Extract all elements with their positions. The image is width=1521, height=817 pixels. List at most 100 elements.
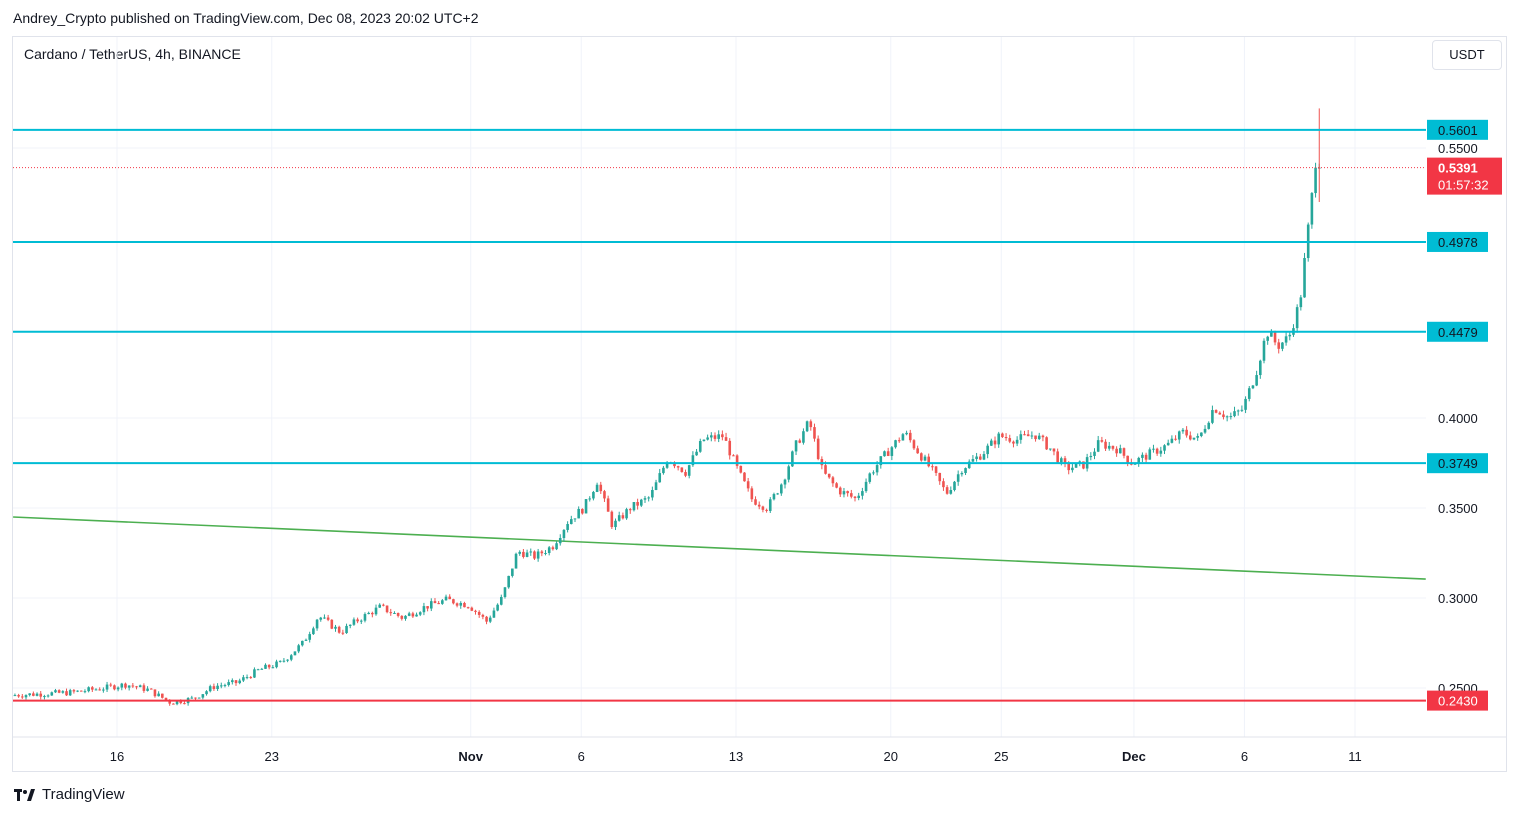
candle-body[interactable]: [120, 683, 124, 688]
candle-body[interactable]: [1034, 435, 1037, 440]
candle-body[interactable]: [1196, 436, 1199, 438]
candle-body[interactable]: [1203, 428, 1207, 433]
candle-body[interactable]: [721, 434, 724, 438]
candle-body[interactable]: [131, 685, 135, 687]
candle-body[interactable]: [610, 511, 614, 528]
candle-body[interactable]: [1118, 448, 1122, 454]
candle-body[interactable]: [400, 615, 404, 619]
candle-body[interactable]: [1255, 375, 1258, 386]
candle-body[interactable]: [1048, 448, 1052, 450]
candle-body[interactable]: [149, 688, 153, 690]
candle-body[interactable]: [1247, 388, 1251, 399]
candle-body[interactable]: [820, 459, 824, 466]
candle-body[interactable]: [17, 695, 20, 697]
candle-body[interactable]: [1233, 411, 1236, 417]
candle-body[interactable]: [1107, 445, 1111, 449]
candle-body[interactable]: [1152, 448, 1155, 450]
candle-body[interactable]: [345, 625, 348, 634]
candle-body[interactable]: [227, 682, 230, 686]
candle-body[interactable]: [79, 690, 83, 692]
candle-body[interactable]: [710, 435, 713, 438]
candle-body[interactable]: [912, 440, 916, 449]
candle-body[interactable]: [330, 619, 334, 629]
candle-body[interactable]: [776, 493, 779, 495]
candle-body[interactable]: [1063, 458, 1067, 464]
candle-body[interactable]: [739, 465, 743, 473]
candle-body[interactable]: [1259, 360, 1262, 376]
candle-body[interactable]: [640, 499, 643, 506]
candle-body[interactable]: [986, 445, 989, 455]
candle-body[interactable]: [857, 495, 860, 499]
candle-body[interactable]: [223, 685, 227, 687]
candle-body[interactable]: [474, 610, 477, 612]
candle-body[interactable]: [1030, 435, 1034, 437]
candle-body[interactable]: [253, 669, 256, 678]
candle-body[interactable]: [87, 687, 90, 692]
candle-body[interactable]: [1122, 448, 1126, 456]
candle-body[interactable]: [1266, 336, 1269, 341]
candle-body[interactable]: [724, 437, 728, 441]
candle-body[interactable]: [1222, 414, 1225, 418]
candle-body[interactable]: [901, 434, 905, 441]
candle-body[interactable]: [687, 465, 691, 476]
candle-body[interactable]: [993, 440, 997, 445]
candle-body[interactable]: [1089, 455, 1093, 458]
candle-body[interactable]: [275, 661, 278, 668]
candle-body[interactable]: [496, 604, 499, 611]
candle-body[interactable]: [24, 695, 28, 698]
candle-body[interactable]: [411, 613, 415, 617]
candle-body[interactable]: [665, 462, 669, 468]
candle-body[interactable]: [890, 447, 894, 456]
candle-body[interactable]: [470, 607, 474, 611]
candle-body[interactable]: [352, 619, 356, 625]
candle-body[interactable]: [264, 664, 267, 669]
candle-body[interactable]: [65, 691, 68, 696]
candle-body[interactable]: [562, 529, 566, 538]
candle-body[interactable]: [260, 668, 264, 670]
candle-body[interactable]: [975, 456, 978, 460]
candle-body[interactable]: [1096, 440, 1100, 452]
candle-body[interactable]: [50, 692, 54, 696]
candle-body[interactable]: [415, 614, 418, 617]
candle-body[interactable]: [109, 684, 113, 686]
candle-body[interactable]: [1314, 167, 1317, 194]
candle-body[interactable]: [481, 614, 485, 617]
candle-body[interactable]: [982, 454, 986, 460]
candle-body[interactable]: [1041, 435, 1045, 438]
candle-body[interactable]: [923, 456, 927, 461]
currency-button[interactable]: USDT: [1432, 40, 1502, 70]
candle-body[interactable]: [1052, 448, 1056, 452]
candle-body[interactable]: [894, 440, 897, 448]
candle-body[interactable]: [625, 509, 628, 519]
candle-body[interactable]: [676, 466, 680, 468]
candle-body[interactable]: [1229, 416, 1233, 418]
candle-body[interactable]: [485, 616, 488, 622]
candle-body[interactable]: [466, 607, 470, 609]
candle-body[interactable]: [905, 432, 908, 435]
candle-body[interactable]: [142, 685, 146, 691]
candle-body[interactable]: [816, 438, 820, 460]
candle-body[interactable]: [348, 624, 352, 626]
candle-body[interactable]: [938, 472, 942, 482]
candle-body[interactable]: [533, 551, 536, 559]
candle-body[interactable]: [1303, 258, 1306, 298]
candle-body[interactable]: [581, 508, 584, 514]
candle-body[interactable]: [1174, 438, 1177, 440]
candle-body[interactable]: [1207, 422, 1211, 429]
candle-body[interactable]: [1281, 342, 1284, 349]
candle-body[interactable]: [1192, 437, 1196, 440]
candle-body[interactable]: [437, 603, 440, 605]
candle-body[interactable]: [385, 605, 389, 613]
candle-body[interactable]: [835, 483, 838, 488]
candle-body[interactable]: [698, 441, 702, 452]
candle-body[interactable]: [813, 427, 816, 439]
candle-body[interactable]: [1082, 461, 1085, 469]
candle-body[interactable]: [861, 491, 864, 496]
candle-body[interactable]: [540, 551, 544, 554]
candle-body[interactable]: [39, 693, 43, 697]
candle-body[interactable]: [183, 703, 186, 705]
candle-body[interactable]: [783, 479, 787, 485]
candle-body[interactable]: [1019, 434, 1023, 440]
candle-body[interactable]: [72, 690, 76, 692]
